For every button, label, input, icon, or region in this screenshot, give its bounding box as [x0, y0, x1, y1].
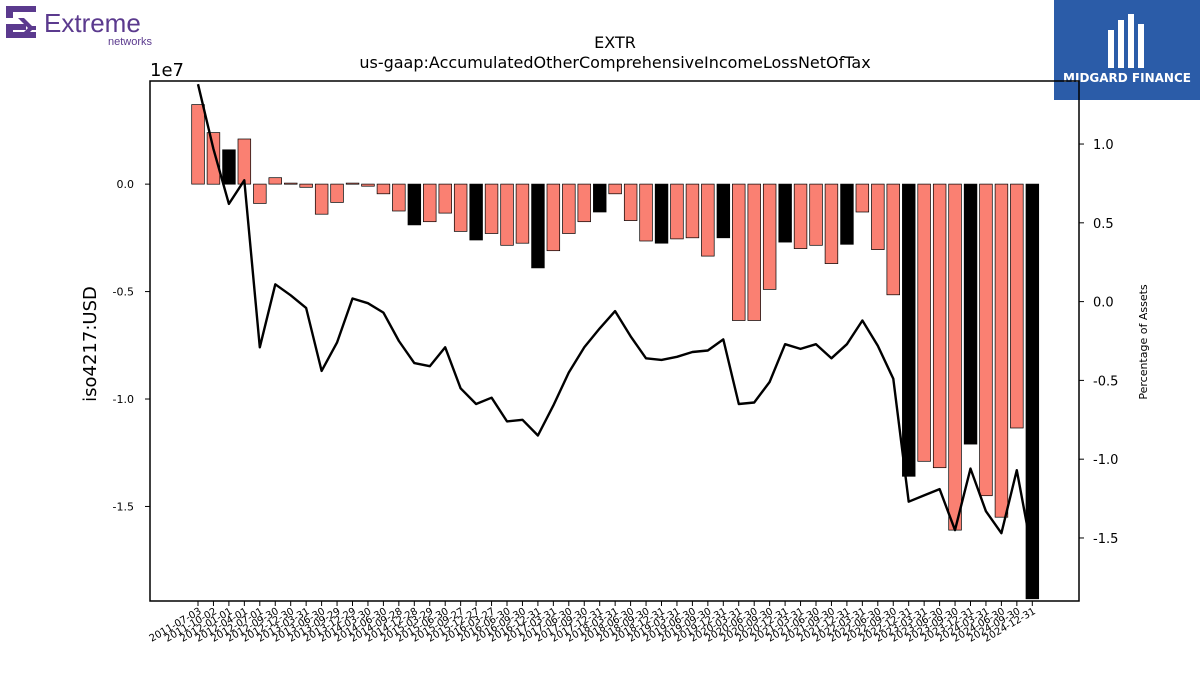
- bar: [809, 183, 823, 246]
- bar: [732, 183, 746, 321]
- bar: [253, 183, 267, 204]
- y2-tick-label: -1.0: [1093, 453, 1118, 468]
- bar: [670, 183, 684, 240]
- bar: [222, 149, 236, 185]
- company-name: Extreme: [44, 8, 141, 38]
- bar: [793, 183, 808, 249]
- bar: [206, 132, 221, 185]
- bar: [361, 183, 375, 187]
- bar: [345, 182, 360, 185]
- bar: [1010, 183, 1024, 429]
- extreme-networks-logo: Extreme networks: [4, 4, 179, 48]
- y-tick-label: -0.5: [113, 286, 134, 299]
- bar: [948, 183, 962, 531]
- y-ticks: 0.0 -0.5 -1.0 -1.5: [113, 178, 150, 513]
- y-tick-label: -1.0: [113, 393, 134, 406]
- bar: [268, 177, 282, 185]
- bar: [423, 183, 437, 223]
- bar: [376, 183, 391, 195]
- y2-ticks: 1.0 0.5 0.0 -0.5 -1.0 -1.5: [1079, 138, 1118, 547]
- bar: [191, 104, 205, 185]
- y-tick-label: -1.5: [113, 500, 134, 513]
- bar: [855, 183, 870, 213]
- y2-axis-label: Percentage of Assets: [1137, 284, 1150, 400]
- plot-marks: [191, 83, 1040, 600]
- bar: [577, 183, 591, 223]
- bar: [701, 183, 715, 257]
- bar: [840, 183, 854, 245]
- chart-title: EXTR: [594, 33, 636, 52]
- bar: [623, 183, 638, 221]
- bar: [237, 138, 252, 185]
- bar: [994, 183, 1009, 518]
- bar: [438, 183, 452, 214]
- bar: [469, 183, 483, 241]
- bar: [453, 183, 468, 232]
- bar: [330, 183, 344, 203]
- sponsor-name: MIDGARD FINANCE: [1063, 71, 1191, 85]
- bar: [608, 183, 622, 195]
- y2-tick-label: 0.0: [1093, 296, 1114, 311]
- y-tick-label: 0.0: [117, 178, 135, 191]
- bar: [639, 183, 653, 242]
- bar: [407, 183, 422, 226]
- bar: [762, 183, 777, 290]
- bar: [917, 183, 931, 462]
- bar: [299, 183, 313, 188]
- bar: [500, 183, 514, 246]
- bar: [546, 183, 561, 252]
- y2-tick-label: 1.0: [1093, 138, 1114, 153]
- bar: [1025, 183, 1040, 600]
- bar: [886, 183, 900, 296]
- midgard-logo-mark: [1108, 14, 1144, 68]
- y-axis-label: iso4217:USD: [80, 286, 101, 402]
- bar: [284, 182, 298, 185]
- y2-tick-label: -1.5: [1093, 532, 1118, 547]
- bar: [979, 183, 993, 497]
- bar: [685, 183, 700, 239]
- extreme-logo-mark: [6, 6, 36, 38]
- x-ticks: 2011-07-032011-10-022012-01-012012-04-01…: [148, 601, 1038, 645]
- series-line: [196, 83, 1034, 554]
- bar: [824, 183, 839, 264]
- bar: [716, 183, 731, 239]
- bar: [484, 183, 499, 234]
- bar: [902, 183, 916, 477]
- bar: [932, 183, 947, 469]
- y-offset-label: 1e7: [150, 60, 184, 81]
- bar: [871, 183, 885, 250]
- bar: [593, 183, 607, 213]
- y2-tick-label: 0.5: [1093, 217, 1114, 232]
- bar: [654, 183, 669, 244]
- bar: [562, 183, 576, 234]
- bar: [314, 183, 329, 215]
- bar: [531, 183, 545, 269]
- bar: [392, 183, 406, 212]
- y2-tick-label: -0.5: [1093, 374, 1118, 389]
- bar: [515, 183, 530, 244]
- bar: [778, 183, 792, 243]
- bar: [963, 183, 978, 445]
- bar: [747, 183, 761, 321]
- chart-subtitle: us-gaap:AccumulatedOtherComprehensiveInc…: [359, 53, 870, 72]
- plot-frame: [149, 80, 1080, 602]
- company-sub: networks: [108, 36, 153, 48]
